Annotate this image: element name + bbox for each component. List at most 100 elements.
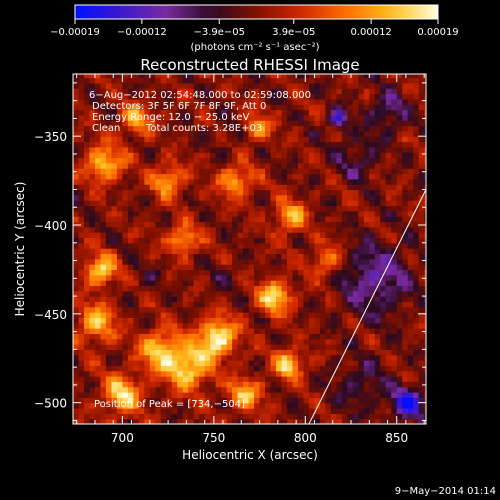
heatmap-cell — [127, 376, 134, 382]
heatmap-cell — [396, 194, 403, 201]
heatmap-cell — [127, 221, 134, 228]
heatmap-cell — [138, 253, 145, 260]
heatmap-cell — [89, 264, 96, 271]
heatmap-cell — [94, 290, 102, 297]
heatmap-cell — [166, 136, 173, 143]
heatmap-cell — [292, 178, 299, 185]
heatmap-cell — [424, 386, 426, 393]
heatmap-cell — [292, 280, 299, 287]
heatmap-cell — [314, 88, 321, 95]
heatmap-cell — [314, 98, 321, 105]
heatmap-cell — [193, 370, 200, 377]
heatmap-cell — [363, 338, 370, 345]
heatmap-cell — [281, 349, 288, 356]
heatmap-cell — [127, 242, 134, 249]
heatmap-cell — [330, 328, 337, 334]
heatmap-cell — [182, 328, 189, 334]
heatmap-cell — [221, 93, 228, 100]
heatmap-cell — [89, 381, 96, 388]
heatmap-cell — [116, 344, 123, 350]
heatmap-cell — [347, 269, 354, 276]
heatmap-cell — [111, 290, 118, 297]
heatmap-cell — [193, 392, 200, 398]
heatmap-cell — [396, 242, 403, 249]
heatmap-cell — [105, 253, 113, 260]
heatmap-cell — [160, 109, 167, 116]
heatmap-cell — [325, 130, 332, 137]
heatmap-cell — [254, 168, 261, 175]
heatmap-cell — [149, 216, 156, 223]
heatmap-cell — [254, 210, 261, 217]
heatmap-cell — [297, 264, 305, 271]
heatmap-cell — [122, 402, 129, 409]
heatmap-cell — [111, 141, 118, 148]
heatmap-cell — [215, 253, 222, 260]
heatmap-cell — [78, 216, 85, 223]
heatmap-cell — [133, 344, 140, 350]
heatmap-cell — [292, 152, 299, 159]
heatmap-cell — [83, 248, 91, 255]
heatmap-cell — [363, 248, 370, 255]
heatmap-cell — [237, 253, 244, 260]
heatmap-cell — [352, 253, 359, 260]
heatmap-cell — [369, 226, 376, 233]
heatmap-cell — [105, 290, 113, 297]
heatmap-cell — [292, 386, 299, 393]
heatmap-cell — [89, 77, 96, 84]
heatmap-cell — [341, 274, 348, 281]
heatmap-cell — [155, 290, 162, 297]
heatmap-cell — [325, 264, 332, 271]
heatmap-cell — [347, 184, 354, 191]
heatmap-cell — [265, 381, 272, 388]
heatmap-cell — [182, 365, 189, 372]
heatmap-cell — [177, 290, 184, 297]
heatmap-cell — [155, 248, 162, 255]
heatmap-cell — [204, 253, 211, 260]
heatmap-cell — [413, 264, 420, 271]
heatmap-cell — [369, 381, 376, 388]
heatmap-cell — [83, 408, 91, 414]
heatmap-cell — [177, 232, 184, 239]
heatmap-cell — [369, 360, 376, 366]
heatmap-cell — [94, 226, 102, 233]
heatmap-cell — [243, 77, 250, 84]
heatmap-cell — [413, 301, 420, 308]
heatmap-cell — [149, 173, 156, 180]
heatmap-cell — [105, 184, 113, 191]
heatmap-cell — [182, 98, 189, 105]
heatmap-cell — [78, 168, 85, 175]
heatmap-cell — [259, 93, 266, 100]
heatmap-cell — [347, 104, 354, 111]
heatmap-cell — [407, 312, 414, 318]
heatmap-cell — [374, 146, 381, 153]
heatmap-cell — [204, 408, 211, 414]
heatmap-cell — [204, 258, 211, 265]
heatmap-cell — [221, 333, 228, 340]
heatmap-cell — [259, 74, 266, 79]
heatmap-cell — [385, 370, 392, 377]
heatmap-cell — [319, 93, 327, 100]
heatmap-cell — [380, 93, 387, 100]
heatmap-cell — [259, 349, 266, 356]
heatmap-cell — [221, 221, 228, 228]
heatmap-cell — [199, 381, 206, 388]
heatmap-cell — [391, 157, 398, 164]
heatmap-cell — [418, 242, 425, 249]
heatmap-cell — [391, 173, 398, 180]
heatmap-cell — [259, 173, 266, 180]
heatmap-cell — [352, 104, 359, 111]
heatmap-cell — [363, 120, 370, 127]
heatmap-cell — [210, 162, 217, 169]
heatmap-cell — [193, 216, 200, 223]
heatmap-cell — [385, 221, 392, 228]
heatmap-cell — [407, 242, 414, 249]
heatmap-cell — [369, 274, 376, 281]
heatmap-cell — [396, 104, 403, 111]
heatmap-cell — [385, 205, 392, 212]
heatmap-cell — [105, 237, 113, 244]
heatmap-cell — [215, 333, 222, 340]
heatmap-cell — [286, 242, 294, 249]
heatmap-cell — [193, 104, 200, 111]
heatmap-cell — [182, 82, 189, 89]
heatmap-cell — [138, 146, 145, 153]
